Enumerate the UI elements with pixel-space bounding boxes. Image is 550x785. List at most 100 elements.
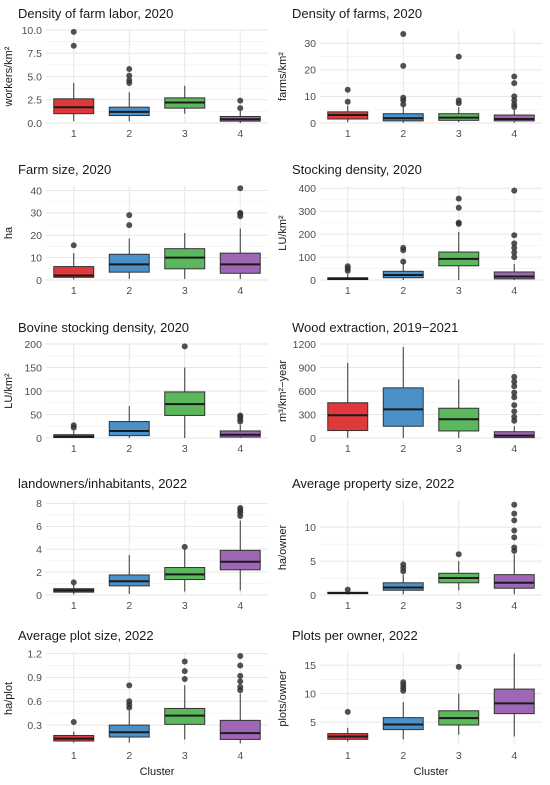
panel-title: Density of farms, 2020	[292, 6, 422, 21]
outlier-point	[455, 97, 462, 104]
outlier-point	[400, 62, 407, 69]
outlier-point	[400, 94, 407, 101]
outlier-point	[511, 73, 518, 80]
x-tick-label: 1	[71, 600, 77, 612]
y-tick-label: 15	[304, 660, 316, 672]
box-cluster-1	[53, 266, 95, 278]
panel-title: landowners/inhabitants, 2022	[18, 476, 187, 491]
x-tick-label: 4	[511, 600, 517, 612]
x-tick-label: 3	[182, 285, 188, 297]
outlier-point	[126, 72, 133, 79]
panel-9: 0.3 0.6 0.9 1.2 1 2 3 4 Average plot size, 2022 h…	[3, 628, 268, 778]
outlier-point	[511, 249, 518, 256]
x-tick-label: 4	[511, 285, 517, 297]
outlier-point	[511, 383, 518, 390]
outlier-point	[126, 222, 133, 229]
panel-title: Plots per owner, 2022	[292, 628, 418, 643]
y-tick-label: 0.6	[27, 696, 42, 708]
y-tick-label: 10.0	[22, 25, 43, 37]
outlier-point	[511, 244, 518, 251]
x-tick-label: 1	[71, 285, 77, 297]
y-tick-label: 100	[24, 386, 42, 398]
outlier-point	[181, 668, 188, 675]
outlier-point	[126, 212, 133, 219]
outlier-point	[455, 204, 462, 211]
outlier-point	[511, 510, 518, 517]
x-tick-label: 4	[237, 128, 243, 140]
y-tick-label: 200	[298, 229, 316, 241]
outlier-point	[126, 66, 133, 73]
y-tick-label: 600	[298, 386, 316, 398]
panel-title: Farm size, 2020	[18, 162, 111, 177]
x-tick-label: 3	[456, 750, 462, 762]
outlier-point	[400, 30, 407, 37]
outlier-point	[237, 662, 244, 669]
outlier-point	[511, 254, 518, 261]
panel-1: 0.0 2.5 5.0 7.5 10.0 1 2 3 4 Density of farm labo…	[3, 6, 268, 140]
y-tick-label: 2.5	[27, 95, 42, 107]
y-axis-title: ha	[3, 226, 15, 239]
y-tick-label: 0.9	[27, 672, 42, 684]
y-axis-title: farms/km²	[277, 52, 289, 101]
x-tick-label: 4	[511, 443, 517, 455]
x-tick-label: 3	[456, 128, 462, 140]
outlier-point	[237, 185, 244, 192]
outlier-point	[70, 422, 77, 429]
x-tick-label: 4	[511, 750, 517, 762]
outlier-point	[511, 394, 518, 401]
panel-6: 0 300 600 900 1200 1 2 3 4 Wood extraction, 2019−…	[277, 320, 542, 455]
outlier-point	[237, 505, 244, 512]
box-cluster-2	[382, 387, 424, 427]
box-cluster-4	[219, 549, 261, 571]
x-axis-title: Cluster	[140, 766, 175, 778]
outlier-point	[400, 258, 407, 265]
outlier-point	[511, 389, 518, 396]
y-tick-label: 100	[298, 252, 316, 264]
x-tick-label: 2	[126, 128, 132, 140]
panel-4: 0 100 200 300 400 1 2 3 4 Stocking density, 2020 L…	[277, 162, 542, 297]
box-cluster-1	[327, 402, 369, 432]
outlier-point	[237, 678, 244, 685]
y-tick-label: 400	[298, 183, 316, 195]
panel-title: Wood extraction, 2019−2021	[292, 320, 458, 335]
x-tick-label: 2	[126, 285, 132, 297]
y-tick-label: 30	[30, 208, 42, 220]
y-tick-label: 30	[304, 38, 316, 50]
x-tick-label: 1	[71, 443, 77, 455]
x-tick-label: 4	[237, 285, 243, 297]
outlier-point	[455, 53, 462, 60]
box-cluster-2	[382, 582, 424, 591]
panel-10: 5 10 15 1 2 3 4 Plots per owner, 2022 plots/owne…	[277, 628, 542, 778]
y-tick-label: 1.2	[27, 648, 42, 660]
y-tick-label: 40	[30, 185, 42, 197]
y-tick-label: 50	[30, 409, 42, 421]
x-tick-label: 1	[345, 285, 351, 297]
x-axis-title: Cluster	[414, 766, 449, 778]
x-tick-label: 2	[400, 750, 406, 762]
y-tick-label: 6	[36, 521, 42, 533]
x-tick-label: 1	[345, 600, 351, 612]
panel-7: 0 2 4 6 8 1 2 3 4 landowners/inhabitants, 2022	[18, 476, 268, 612]
y-tick-label: 300	[298, 409, 316, 421]
x-tick-label: 4	[237, 750, 243, 762]
y-tick-label: 0	[310, 275, 316, 287]
panel-title: Density of farm labor, 2020	[18, 6, 173, 21]
box-cluster-4	[219, 719, 261, 740]
outlier-point	[181, 676, 188, 683]
y-tick-label: 20	[304, 65, 316, 77]
x-tick-label: 2	[126, 600, 132, 612]
outlier-point	[400, 561, 407, 568]
outlier-point	[455, 551, 462, 558]
y-tick-label: 0	[36, 433, 42, 445]
outlier-point	[511, 534, 518, 541]
y-tick-label: 150	[24, 362, 42, 374]
outlier-point	[70, 718, 77, 725]
x-tick-label: 2	[400, 600, 406, 612]
box-cluster-4	[219, 252, 261, 274]
y-tick-label: 0	[36, 275, 42, 287]
y-axis-title: workers/km²	[3, 46, 15, 107]
x-tick-label: 4	[237, 600, 243, 612]
outlier-point	[344, 86, 351, 93]
y-axis-title: ha/plot	[3, 682, 15, 715]
y-tick-label: 10	[304, 522, 316, 534]
